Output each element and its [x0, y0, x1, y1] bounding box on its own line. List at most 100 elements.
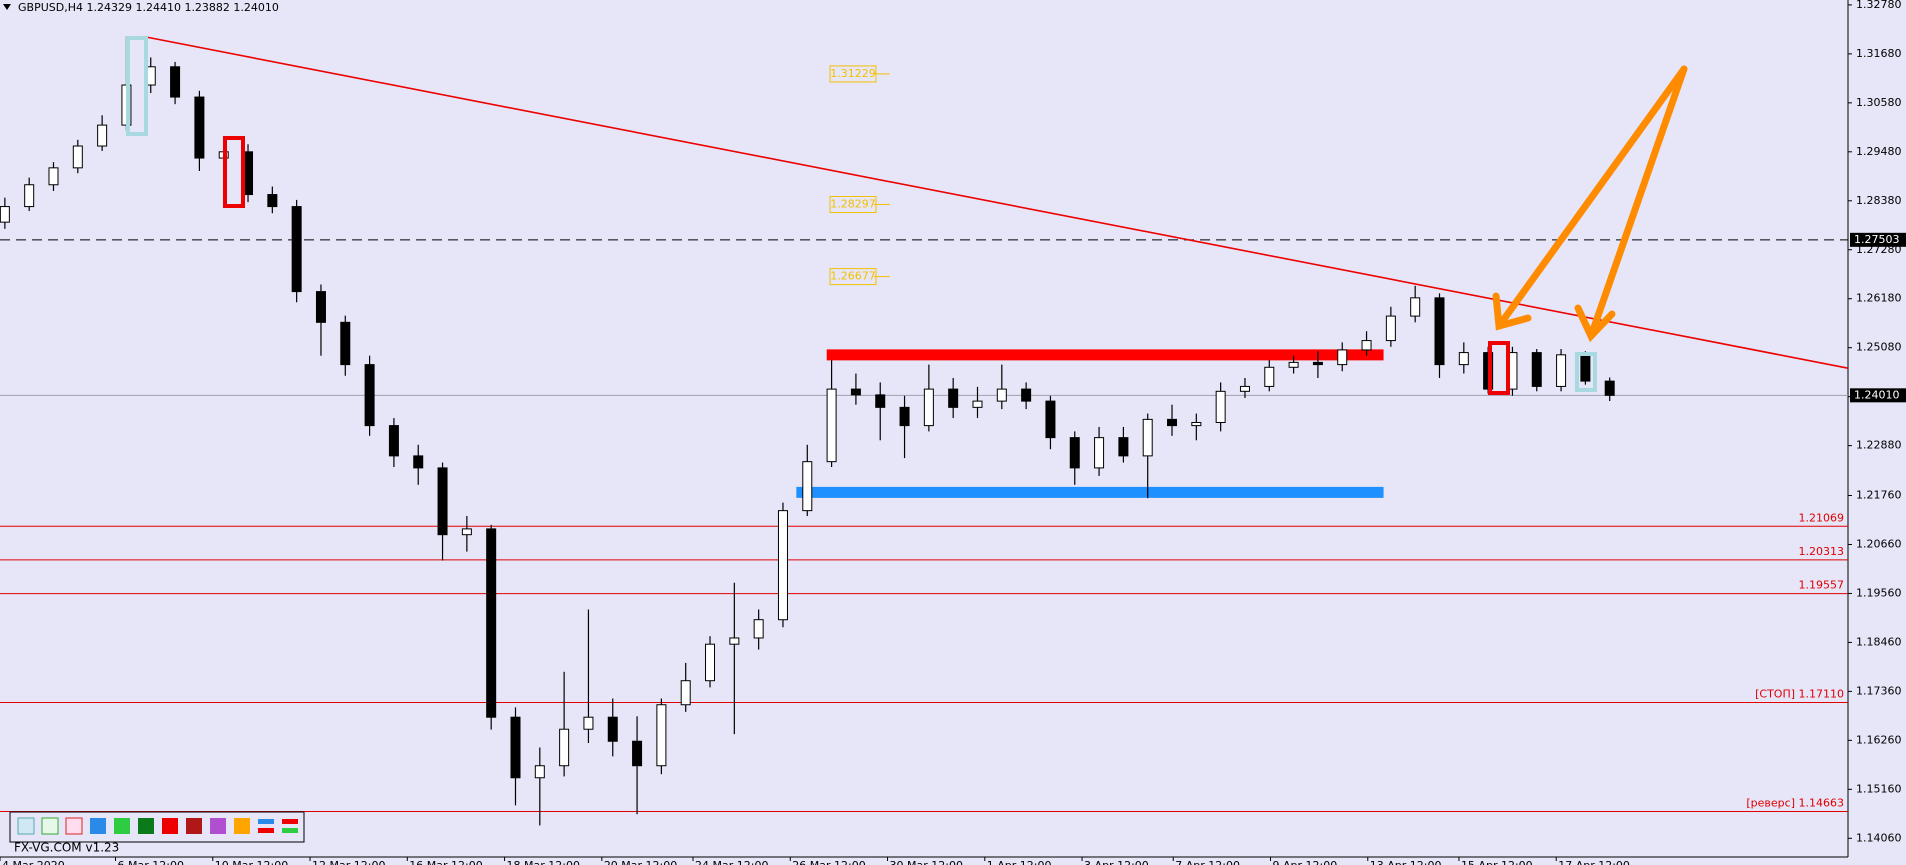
- tool[interactable]: [17, 817, 35, 835]
- highlight-box: [126, 36, 148, 136]
- candle-body: [1385, 315, 1396, 342]
- tool[interactable]: [282, 819, 298, 824]
- level-label: 1.19557: [1799, 579, 1845, 592]
- arrow: [1495, 65, 1688, 330]
- x-tick-label: 12 Mar 12:00: [312, 859, 385, 865]
- candle-body: [340, 321, 351, 366]
- candle-body: [656, 704, 667, 767]
- x-tick-label: 17 Apr 12:00: [1558, 859, 1630, 865]
- candle-body: [1580, 354, 1591, 382]
- tool[interactable]: [186, 818, 202, 834]
- arrow-head: [1492, 292, 1532, 331]
- candle-body: [1118, 437, 1129, 457]
- level-label: 1.20313: [1799, 545, 1845, 558]
- tool[interactable]: [282, 828, 298, 833]
- price-tag: 1.24010: [1854, 388, 1900, 401]
- y-tick-label: 1.28380: [1856, 194, 1902, 207]
- highlight-box: [223, 136, 245, 208]
- candle-body: [1094, 437, 1105, 469]
- target-box: [829, 65, 877, 83]
- candle-body: [802, 461, 813, 512]
- x-tick-label: 10 Mar 12:00: [215, 859, 288, 865]
- tool[interactable]: [65, 817, 83, 835]
- candle-body: [461, 528, 472, 536]
- candle-body: [583, 716, 594, 730]
- candle-body: [1142, 418, 1153, 457]
- candle-body: [1458, 352, 1469, 366]
- candle-body: [510, 716, 521, 779]
- highlight-box: [1488, 341, 1510, 395]
- target-label: 1.28297: [830, 197, 876, 210]
- candle-body: [0, 206, 10, 223]
- candle-body: [1337, 349, 1348, 366]
- tool[interactable]: [114, 818, 130, 834]
- tool[interactable]: [41, 817, 59, 835]
- candle-body: [1021, 388, 1032, 402]
- candle-body: [1215, 390, 1226, 423]
- candle-body: [1604, 380, 1615, 396]
- candle-body: [875, 394, 886, 408]
- x-tick-label: 4 Mar 2020: [2, 859, 65, 865]
- y-tick-label: 1.16260: [1856, 733, 1902, 746]
- tool[interactable]: [138, 818, 154, 834]
- toolbar: [9, 811, 305, 843]
- candle-body: [1434, 297, 1445, 366]
- candle-body: [1556, 354, 1567, 387]
- x-tick-label: 3 Apr 12:00: [1084, 859, 1149, 865]
- tool[interactable]: [258, 828, 274, 833]
- x-tick-label: 16 Mar 12:00: [409, 859, 482, 865]
- target-box: [829, 195, 877, 213]
- candle-body: [1069, 437, 1080, 469]
- candle-body: [437, 467, 448, 536]
- x-tick-label: 13 Apr 12:00: [1370, 859, 1442, 865]
- candle-body: [1361, 340, 1372, 351]
- candle-body: [1045, 400, 1056, 439]
- x-tick-label: 9 Apr 12:00: [1273, 859, 1338, 865]
- toolbar-frame[interactable]: [9, 811, 305, 843]
- tool[interactable]: [162, 818, 178, 834]
- candle-body: [24, 184, 35, 208]
- candle-body: [729, 637, 740, 645]
- candle-body: [1191, 421, 1202, 427]
- candle-body: [972, 400, 983, 408]
- tool[interactable]: [258, 819, 274, 824]
- candle-body: [97, 124, 108, 147]
- target-label: 1.31229: [830, 67, 876, 80]
- x-tick-label: 20 Mar 12:00: [604, 859, 677, 865]
- x-tick-label: 6 Mar 12:00: [118, 859, 184, 865]
- level-label: [реверс] 1.14663: [1746, 796, 1844, 809]
- candle-body: [72, 145, 83, 169]
- candle-body: [48, 167, 59, 186]
- y-tick-label: 1.17360: [1856, 684, 1902, 697]
- candle-body: [364, 364, 375, 427]
- tool[interactable]: [210, 818, 226, 834]
- x-tick-label: 18 Mar 12:00: [507, 859, 580, 865]
- candle-body: [680, 680, 691, 706]
- target-box: [829, 268, 877, 286]
- arrow: [1587, 65, 1688, 340]
- candle-body: [534, 765, 545, 779]
- candle-body: [1312, 361, 1323, 366]
- candle-body: [996, 388, 1007, 402]
- candle-body: [850, 388, 861, 396]
- candle-body: [388, 425, 399, 457]
- watermark: FX-VG.COM v1.23: [14, 841, 119, 855]
- price-tag: 1.27503: [1854, 233, 1900, 246]
- title-icon: [3, 4, 11, 10]
- tool[interactable]: [90, 818, 106, 834]
- y-tick-label: 1.30580: [1856, 96, 1902, 109]
- candle-body: [170, 66, 181, 98]
- arrows: [1492, 65, 1688, 343]
- candle-body: [777, 510, 788, 621]
- y-tick-label: 1.32780: [1856, 0, 1902, 11]
- tool[interactable]: [234, 818, 250, 834]
- candle-body: [559, 728, 570, 767]
- level-label: [СТОП] 1.17110: [1755, 688, 1844, 701]
- y-tick-label: 1.20660: [1856, 537, 1902, 550]
- price-tag-bg: [1850, 388, 1906, 403]
- y-tick-label: 1.25080: [1856, 341, 1902, 354]
- chart-title: GBPUSD,H4 1.24329 1.24410 1.23882 1.2401…: [18, 1, 279, 14]
- candle-body: [753, 619, 764, 639]
